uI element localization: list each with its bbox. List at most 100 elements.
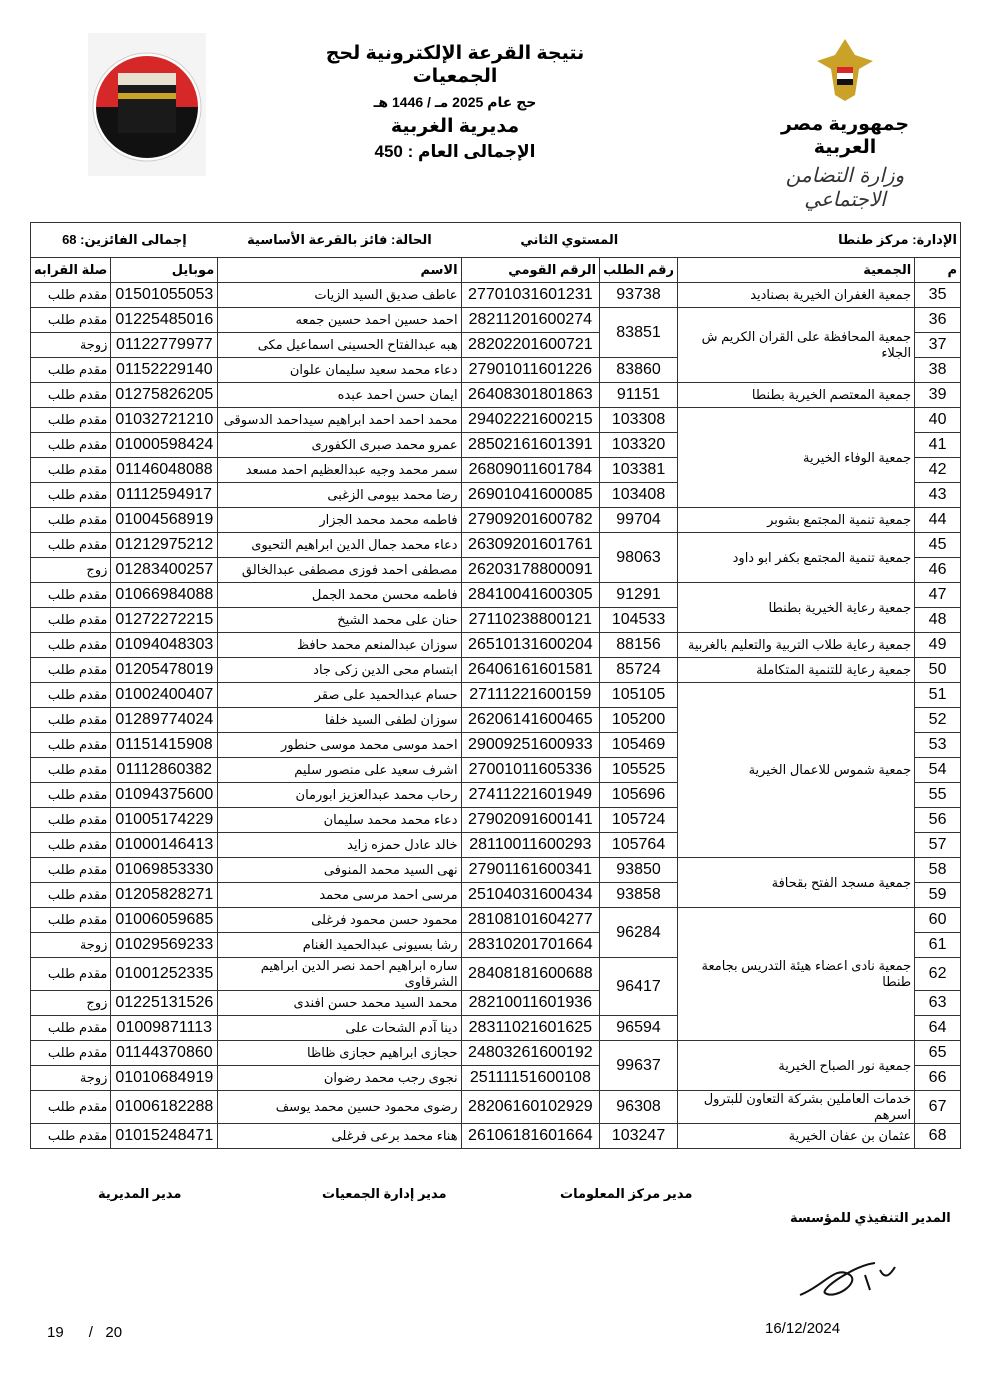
national-id: 26106181601664 xyxy=(460,1123,601,1149)
row-index: 51 xyxy=(914,682,961,708)
person-name: فاطمه محمد محمد الجزار xyxy=(217,507,462,533)
relation: مقدم طلب xyxy=(29,782,112,808)
ministry-name: وزارة التضامن الاجتماعي xyxy=(785,163,905,211)
table-row: 38 83860 27901011601226 دعاء محمد سعيد سليم… xyxy=(29,357,961,383)
admin: الإدارة: مركز طنطا xyxy=(677,222,962,258)
table-row: 61 28310201701664 رشا بسيونى عبدالحميد الغ… xyxy=(29,932,961,958)
mobile: 01501055053 xyxy=(110,282,219,308)
mobile: 01006182288 xyxy=(110,1090,219,1124)
table-row: 47 جمعية رعاية الخيرية بطنطا 91291 28410041… xyxy=(29,582,961,633)
request-number: 105200 xyxy=(599,707,678,733)
relation: مقدم طلب xyxy=(29,707,112,733)
table-row: 35 جمعية الغفران الخيرية بصناديد 93738 2770… xyxy=(29,282,961,308)
person-name: عمرو محمد صبرى الكفورى xyxy=(217,432,462,458)
association: جمعية تنمية المجتمع بكفر ابو داود xyxy=(676,532,916,583)
person-name: احمد حسين احمد حسين جمعه xyxy=(217,307,462,333)
mobile: 01010684919 xyxy=(110,1065,219,1091)
row-index: 37 xyxy=(914,332,961,358)
relation: مقدم طلب xyxy=(29,432,112,458)
person-name: سمر محمد وجيه عبدالعظيم احمد مسعد xyxy=(217,457,462,483)
person-name: ابتسام محى الدين زكى جاد xyxy=(217,657,462,683)
col-national-id: الرقم القومي xyxy=(460,257,601,283)
ministry-emblem: جمهورية مصر العربية وزارة التضامن الاجتم… xyxy=(765,35,925,211)
person-name: محمود حسن محمود فرغلى xyxy=(217,907,462,933)
request-number: 91151 xyxy=(599,382,678,408)
col-relation: صلة القرابه xyxy=(29,257,112,283)
relation: مقدم طلب xyxy=(29,882,112,908)
request-number: 96308 xyxy=(599,1090,678,1124)
eagle-emblem-icon xyxy=(815,35,875,105)
row-index: 54 xyxy=(914,757,961,783)
relation: مقدم طلب xyxy=(29,757,112,783)
association: جمعية رعاية للتنمية المتكاملة xyxy=(676,657,916,683)
person-name: ايمان حسن احمد عبده xyxy=(217,382,462,408)
table-row: 54 105525 27001011605336 اشرف سعيد على منصو… xyxy=(29,757,961,783)
association: جمعية تنمية المجتمع بشوبر xyxy=(676,507,916,533)
national-id: 28311021601625 xyxy=(460,1015,601,1041)
request-number: 103320 xyxy=(599,432,678,458)
association: جمعية شموس للاعمال الخيرية xyxy=(676,682,916,858)
association: جمعية المعتصم الخيرية بطنطا xyxy=(676,382,916,408)
row-index: 56 xyxy=(914,807,961,833)
table-row: 57 105764 28110011600293 خالد عادل حمزه زاي… xyxy=(29,832,961,858)
table-row: 50 جمعية رعاية للتنمية المتكاملة 85724 2640… xyxy=(29,657,961,683)
mobile: 01151415908 xyxy=(110,732,219,758)
row-index: 50 xyxy=(914,657,961,683)
national-id: 26510131600204 xyxy=(460,632,601,658)
table-row: 60 جمعية نادى اعضاء هيئة التدريس بجامعة ط… xyxy=(29,907,961,1041)
row-index: 45 xyxy=(914,532,961,558)
relation: مقدم طلب xyxy=(29,857,112,883)
relation: مقدم طلب xyxy=(29,307,112,333)
association: جمعية المحافظة على القران الكريم ش الجلا… xyxy=(676,307,916,383)
level: المستوي الثاني xyxy=(461,222,678,258)
row-index: 65 xyxy=(914,1040,961,1066)
mobile: 01272272215 xyxy=(110,607,219,633)
request-number: 88156 xyxy=(599,632,678,658)
national-id: 27411221601949 xyxy=(460,782,601,808)
relation: مقدم طلب xyxy=(29,357,112,383)
row-index: 63 xyxy=(914,990,961,1016)
request-number: 105724 xyxy=(599,807,678,833)
mobile: 01112594917 xyxy=(110,482,219,508)
national-id: 26203178800091 xyxy=(460,557,601,583)
relation: مقدم طلب xyxy=(29,482,112,508)
request-number: 93738 xyxy=(599,282,678,308)
national-id: 27001011605336 xyxy=(460,757,601,783)
national-id: 27901011601226 xyxy=(460,357,601,383)
relation: مقدم طلب xyxy=(29,657,112,683)
request-number: 105764 xyxy=(599,832,678,858)
row-index: 38 xyxy=(914,357,961,383)
relation: مقدم طلب xyxy=(29,457,112,483)
relation: مقدم طلب xyxy=(29,407,112,433)
person-name: مصطفى احمد فوزى مصطفى عبدالخالق xyxy=(217,557,462,583)
association: جمعية رعاية طلاب التربية والتعليم بالغرب… xyxy=(676,632,916,658)
national-id: 28202201600721 xyxy=(460,332,601,358)
row-index: 53 xyxy=(914,732,961,758)
relation: زوج xyxy=(29,990,112,1016)
row-index: 42 xyxy=(914,457,961,483)
table-row: 53 105469 29009251600933 احمد موسى محمد موس… xyxy=(29,732,961,758)
national-id: 27701031601231 xyxy=(460,282,601,308)
national-id: 24803261600192 xyxy=(460,1040,601,1066)
relation: زوجة xyxy=(29,1065,112,1091)
mobile: 01205828271 xyxy=(110,882,219,908)
table-row: 62 96417 28408181600688 ساره ابراهيم احمد ن… xyxy=(29,957,961,1016)
header-row: م الجمعية رقم الطلب الرقم القومي الاسم م… xyxy=(29,257,961,283)
document-title: نتيجة القرعة الإلكترونية لحج الجمعيات xyxy=(325,43,585,87)
association: جمعية الوفاء الخيرية xyxy=(676,407,916,508)
person-name: نجوى رجب محمد رضوان xyxy=(217,1065,462,1091)
winners-total: إجمالى الفائزين: 68 xyxy=(29,222,218,258)
season: حج عام 2025 مـ / 1446 هـ xyxy=(373,94,537,110)
relation: مقدم طلب xyxy=(29,1015,112,1041)
person-name: حجازى ابراهيم حجازى ظاظا xyxy=(217,1040,462,1066)
person-name: احمد موسى محمد موسى حنطور xyxy=(217,732,462,758)
mobile: 01004568919 xyxy=(110,507,219,533)
national-id: 25111151600108 xyxy=(460,1065,601,1091)
table-row: 67 خدمات العاملين بشركة التعاون للبترول ا… xyxy=(29,1090,961,1124)
mobile: 01146048088 xyxy=(110,457,219,483)
row-index: 40 xyxy=(914,407,961,433)
document-header: نتيجة القرعة الإلكترونية لحج الجمعيات حج… xyxy=(300,42,610,162)
relation: مقدم طلب xyxy=(29,682,112,708)
person-name: فاطمه محسن محمد الجمل xyxy=(217,582,462,608)
sig-assoc-admin: مدير إدارة الجمعيات xyxy=(322,1186,447,1201)
